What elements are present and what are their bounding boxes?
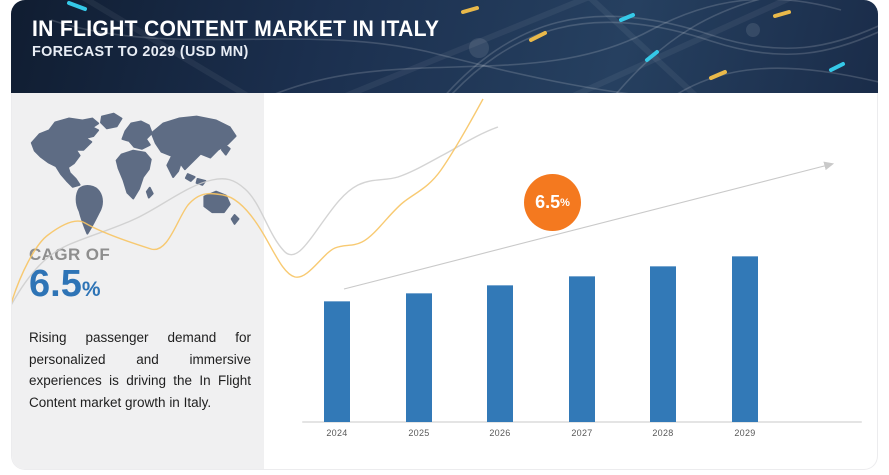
x-axis-line — [302, 421, 862, 423]
bar-slot-2027: 2027 — [550, 255, 614, 438]
x-tick-label-2029: 2029 — [734, 428, 756, 438]
bar-2027 — [569, 276, 595, 422]
bar-slot-2029: 2029 — [713, 255, 777, 438]
header-text-block: IN FLIGHT CONTENT MARKET IN ITALY FORECA… — [32, 16, 439, 60]
content-panel: CAGR OF 6.5% Rising passenger demand for… — [11, 93, 878, 470]
page-title: IN FLIGHT CONTENT MARKET IN ITALY — [32, 16, 440, 41]
bar-slot-2026: 2026 — [468, 255, 532, 438]
cagr-badge: 6.5% — [524, 174, 581, 231]
network-lines-graphic — [50, 0, 878, 93]
world-map-graphic — [24, 107, 258, 249]
bar-2025 — [406, 293, 432, 422]
bar-2028 — [650, 266, 676, 422]
badge-percent-sign: % — [560, 196, 570, 209]
x-tick-label-2028: 2028 — [652, 428, 674, 438]
x-tick-label-2027: 2027 — [571, 428, 593, 438]
page-subtitle: FORECAST TO 2029 (USD MN) — [32, 43, 249, 61]
bar-2029 — [732, 256, 758, 422]
bar-2026 — [487, 285, 513, 422]
bar-slot-2024: 2024 — [305, 255, 369, 438]
x-tick-label-2024: 2024 — [326, 428, 348, 438]
x-tick-label-2025: 2025 — [408, 428, 430, 438]
bar-slot-2025: 2025 — [387, 255, 451, 438]
x-tick-label-2026: 2026 — [489, 428, 511, 438]
badge-value: 6.5 — [535, 192, 561, 212]
market-description: Rising passenger demand for personalized… — [29, 330, 251, 410]
bar-slot-2028: 2028 — [631, 255, 695, 438]
bar-2024 — [324, 301, 350, 422]
bar-chart: 2024 2025 2026 2027 2028 2029 — [12, 255, 877, 438]
header-banner: IN FLIGHT CONTENT MARKET IN ITALY FORECA… — [11, 0, 878, 93]
